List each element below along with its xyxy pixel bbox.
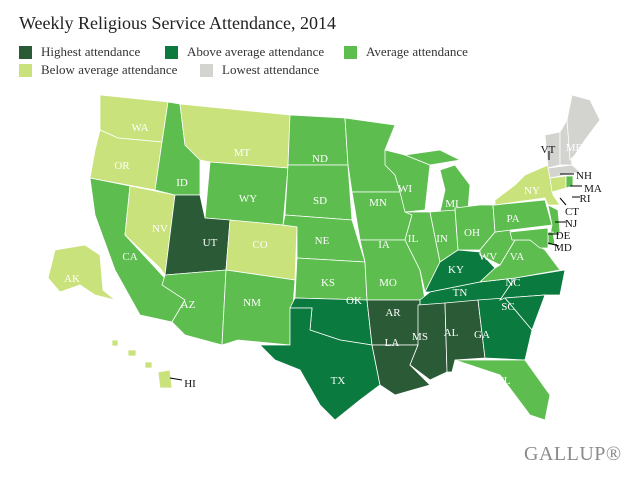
state-md <box>509 227 549 249</box>
legend-swatch <box>344 45 357 59</box>
legend-label: Above average attendance <box>187 44 325 59</box>
state-label-wi: WI <box>398 183 412 195</box>
legend-item-below: Below average attendance <box>19 62 177 78</box>
state-label-wa: WA <box>131 122 148 134</box>
state-label-nh: NH <box>576 170 592 182</box>
state-label-ak: AK <box>64 273 80 285</box>
state-hi <box>157 369 173 389</box>
legend-label: Highest attendance <box>41 44 141 59</box>
state-label-ia: IA <box>378 239 390 251</box>
state-label-va: VA <box>510 251 525 263</box>
state-ma <box>547 164 581 179</box>
state-label-id: ID <box>176 177 188 189</box>
legend-label: Average attendance <box>366 44 468 59</box>
state-label-il: IL <box>408 233 419 245</box>
state-ct <box>549 175 567 193</box>
legend-item-highest: Highest attendance <box>19 44 140 60</box>
state-label-al: AL <box>444 327 459 339</box>
state-label-ct: CT <box>565 206 579 218</box>
state-ga <box>477 297 533 361</box>
state-label-oh: OH <box>464 227 480 239</box>
state-label-tx: TX <box>331 375 346 387</box>
state-label-nd: ND <box>312 153 328 165</box>
legend-item-lowest: Lowest attendance <box>200 62 319 78</box>
state-label-wv: WV <box>479 251 497 263</box>
state-label-nv: NV <box>152 223 168 235</box>
state-sd <box>284 164 353 221</box>
state-label-mn: MN <box>369 197 387 209</box>
state-label-or: OR <box>114 160 130 172</box>
state-label-ar: AR <box>385 307 401 319</box>
state-sc <box>504 294 546 331</box>
state-me <box>566 94 601 161</box>
state-label-in: IN <box>436 233 448 245</box>
state-label-co: CO <box>252 239 267 251</box>
state-label-la: LA <box>385 337 400 349</box>
leader-line <box>547 242 560 247</box>
state-label-mo: MO <box>379 277 397 289</box>
state-hi <box>127 349 137 357</box>
state-hi <box>144 361 153 369</box>
legend-label: Below average attendance <box>41 62 178 77</box>
state-fl <box>454 359 551 421</box>
state-label-ok: OK <box>346 295 362 307</box>
state-label-ms: MS <box>412 331 428 343</box>
state-hi <box>111 339 119 347</box>
state-label-ne: NE <box>315 235 330 247</box>
legend-swatch <box>19 63 32 77</box>
state-pa <box>492 199 553 233</box>
legend-swatch <box>200 63 213 77</box>
state-label-ks: KS <box>321 277 335 289</box>
leader-line <box>169 377 183 381</box>
state-label-ky: KY <box>448 264 464 276</box>
legend-swatch <box>165 45 178 59</box>
state-label-ny: NY <box>524 185 540 197</box>
state-label-hi: HI <box>184 378 196 390</box>
legend-label: Lowest attendance <box>222 62 320 77</box>
state-ak <box>47 244 116 301</box>
state-label-de: DE <box>556 230 571 242</box>
state-label-ri: RI <box>580 193 591 205</box>
state-label-me: ME <box>566 142 583 154</box>
state-label-sc: SC <box>501 301 514 313</box>
state-label-ut: UT <box>203 237 218 249</box>
state-label-tn: TN <box>453 287 468 299</box>
state-co <box>225 219 298 281</box>
state-label-vt: VT <box>541 144 556 156</box>
state-label-ca: CA <box>122 251 137 263</box>
state-label-mi: MI <box>445 198 459 210</box>
state-label-pa: PA <box>506 213 519 225</box>
state-label-nm: NM <box>243 297 261 309</box>
state-label-sd: SD <box>313 195 327 207</box>
legend-item-average: Average attendance <box>344 44 468 60</box>
gallup-logo: GALLUP® <box>524 443 622 465</box>
state-label-wy: WY <box>239 193 257 205</box>
state-label-ga: GA <box>474 329 490 341</box>
state-label-nj: NJ <box>565 218 578 230</box>
state-nm <box>221 269 296 346</box>
state-label-fl: FL <box>498 375 511 387</box>
legend-swatch <box>19 45 32 59</box>
state-ny <box>494 164 561 206</box>
state-label-nc: NC <box>505 277 520 289</box>
state-tx <box>259 307 381 421</box>
leader-line <box>559 197 567 206</box>
state-label-mt: MT <box>234 147 251 159</box>
state-label-md: MD <box>554 242 572 254</box>
state-mi <box>403 149 462 166</box>
legend-item-above: Above average attendance <box>165 44 324 60</box>
state-label-ma: MA <box>584 183 602 195</box>
state-label-az: AZ <box>181 299 196 311</box>
map-title: Weekly Religious Service Attendance, 201… <box>19 13 336 33</box>
